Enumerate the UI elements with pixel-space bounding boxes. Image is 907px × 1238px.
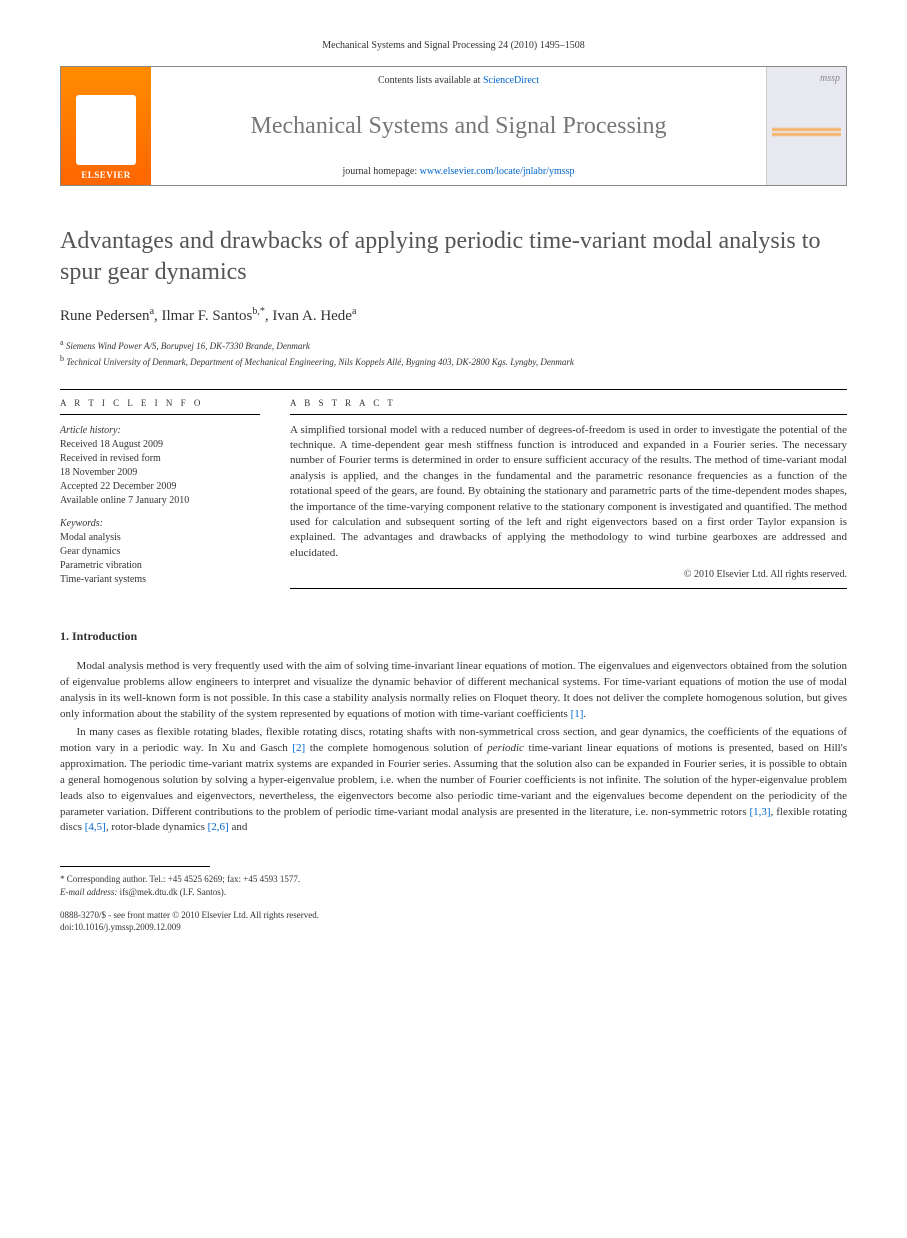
author-1-sup: a — [150, 306, 154, 317]
elsevier-tree-icon — [76, 95, 136, 165]
corr-line: * Corresponding author. Tel.: +45 4525 6… — [60, 873, 847, 886]
elsevier-label: ELSEVIER — [81, 170, 131, 180]
author-1: Rune Pedersen — [60, 308, 150, 324]
homepage-prefix: journal homepage: — [342, 166, 419, 177]
section-1-paragraph-1: Modal analysis method is very frequently… — [60, 659, 847, 723]
affiliation-a-text: Siemens Wind Power A/S, Borupvej 16, DK-… — [66, 341, 310, 351]
cover-wave-icon — [772, 107, 841, 157]
keywords-label: Keywords: — [60, 518, 260, 529]
article-info: A R T I C L E I N F O Article history: R… — [60, 398, 260, 590]
p2-b: the complete homogenous solution of — [305, 742, 487, 754]
section-1-heading: 1. Introduction — [60, 629, 847, 644]
authors-line: Rune Pedersena, Ilmar F. Santosb,*, Ivan… — [60, 306, 847, 325]
article-info-heading: A R T I C L E I N F O — [60, 398, 260, 415]
divider — [60, 389, 847, 390]
section-1-paragraph-2: In many cases as flexible rotating blade… — [60, 725, 847, 837]
p2-em: periodic — [487, 742, 524, 754]
p1-tail: . — [583, 708, 586, 720]
abstract-column: A B S T R A C T A simplified torsional m… — [290, 398, 847, 590]
divider — [290, 588, 847, 589]
p2-e: , rotor-blade dynamics — [106, 821, 208, 833]
keywords-text: Modal analysis Gear dynamics Parametric … — [60, 531, 260, 587]
author-3-sup: a — [352, 306, 356, 317]
abstract-heading: A B S T R A C T — [290, 398, 847, 415]
affiliations: a Siemens Wind Power A/S, Borupvej 16, D… — [60, 337, 847, 368]
author-2-sup: b,* — [252, 306, 265, 317]
cover-label: mssp — [820, 73, 840, 84]
ref-link-1[interactable]: [1] — [571, 708, 584, 720]
affiliation-b-text: Technical University of Denmark, Departm… — [66, 357, 574, 367]
journal-cover-thumbnail: mssp — [766, 67, 846, 185]
article-title: Advantages and drawbacks of applying per… — [60, 226, 847, 288]
header-citation: Mechanical Systems and Signal Processing… — [60, 40, 847, 51]
history-label: Article history: — [60, 425, 260, 436]
issn-line: 0888-3270/$ - see front matter © 2010 El… — [60, 909, 847, 922]
homepage-line: journal homepage: www.elsevier.com/locat… — [171, 166, 746, 177]
ref-link-13[interactable]: [1,3] — [749, 806, 770, 818]
masthead-center: Contents lists available at ScienceDirec… — [151, 67, 766, 185]
history-text: Received 18 August 2009 Received in revi… — [60, 438, 260, 508]
contents-prefix: Contents lists available at — [378, 75, 483, 86]
homepage-link[interactable]: www.elsevier.com/locate/jnlabr/ymssp — [420, 166, 575, 177]
email-address: ifs@mek.dtu.dk (I.F. Santos). — [120, 887, 226, 897]
contents-line: Contents lists available at ScienceDirec… — [171, 75, 746, 86]
corresponding-author-footnote: * Corresponding author. Tel.: +45 4525 6… — [60, 873, 847, 898]
affiliation-a: a Siemens Wind Power A/S, Borupvej 16, D… — [60, 337, 847, 353]
email-line: E-mail address: ifs@mek.dtu.dk (I.F. San… — [60, 886, 847, 899]
footer-divider — [60, 866, 210, 867]
doi-line: doi:10.1016/j.ymssp.2009.12.009 — [60, 921, 847, 934]
footer-meta: 0888-3270/$ - see front matter © 2010 El… — [60, 909, 847, 934]
sciencedirect-link[interactable]: ScienceDirect — [483, 75, 539, 86]
abstract-copyright: © 2010 Elsevier Ltd. All rights reserved… — [290, 569, 847, 580]
p1-text: Modal analysis method is very frequently… — [60, 660, 847, 720]
ref-link-26[interactable]: [2,6] — [208, 821, 229, 833]
email-label: E-mail address: — [60, 887, 117, 897]
elsevier-logo: ELSEVIER — [61, 67, 151, 185]
ref-link-45[interactable]: [4,5] — [85, 821, 106, 833]
affiliation-b: b Technical University of Denmark, Depar… — [60, 353, 847, 369]
masthead: ELSEVIER Contents lists available at Sci… — [60, 66, 847, 186]
abstract-text: A simplified torsional model with a redu… — [290, 423, 847, 562]
p2-f: and — [229, 821, 248, 833]
author-3: Ivan A. Hede — [272, 308, 352, 324]
info-abstract-row: A R T I C L E I N F O Article history: R… — [60, 398, 847, 590]
ref-link-2[interactable]: [2] — [292, 742, 305, 754]
journal-name: Mechanical Systems and Signal Processing — [171, 113, 746, 140]
author-2: Ilmar F. Santos — [162, 308, 253, 324]
